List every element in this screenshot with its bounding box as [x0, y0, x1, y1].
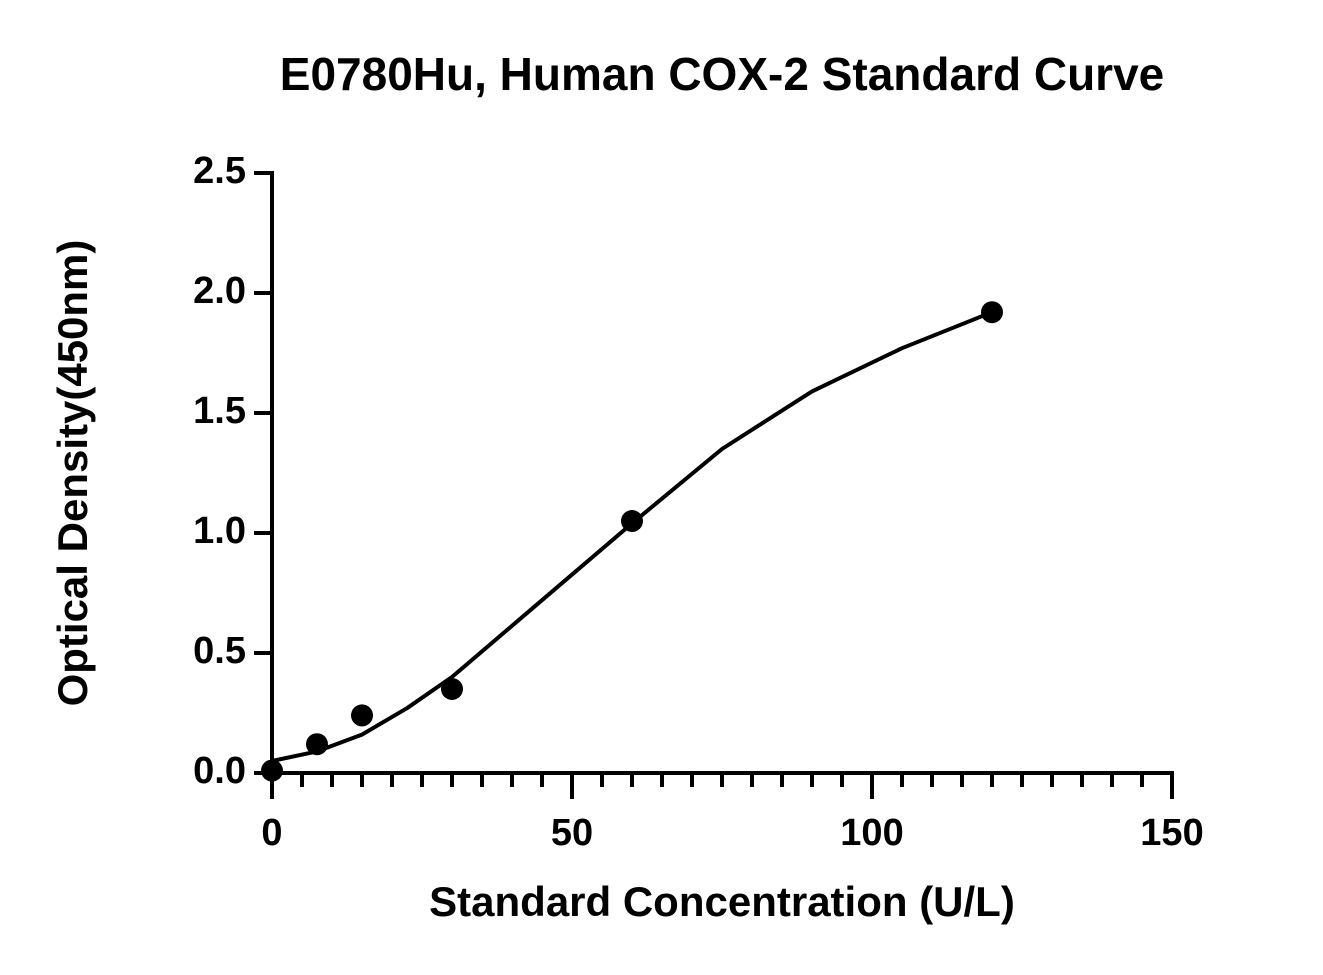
x-tick-label: 50	[551, 812, 593, 854]
data-point	[441, 678, 463, 700]
data-point	[261, 759, 283, 782]
y-tick-label: 0.5	[193, 630, 246, 672]
y-tick-label: 2.5	[193, 150, 246, 192]
y-tick-label: 2.0	[193, 270, 246, 312]
y-tick-label: 1.5	[193, 390, 246, 432]
y-tick-label: 0.0	[193, 750, 246, 792]
chart-title: E0780Hu, Human COX-2 Standard Curve	[280, 48, 1164, 100]
y-tick-label: 1.0	[193, 510, 246, 552]
x-axis-label: Standard Concentration (U/L)	[429, 878, 1015, 925]
y-axis-label: Optical Density(450nm)	[49, 240, 96, 707]
data-point	[351, 704, 373, 727]
fit-curve	[271, 310, 993, 763]
x-tick-label: 100	[840, 812, 903, 854]
x-tick-label: 150	[1140, 812, 1203, 854]
x-tick-label: 0	[261, 812, 282, 854]
